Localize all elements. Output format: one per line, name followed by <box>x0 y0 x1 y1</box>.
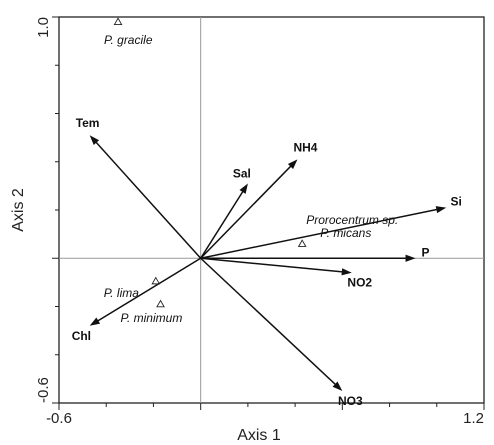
species-label-p-micans: P. micans <box>320 226 371 240</box>
vector-arrowhead-nh4 <box>287 159 298 170</box>
vector-line-no3 <box>200 257 340 389</box>
y-tick-label-max: 1.0 <box>35 17 52 38</box>
vector-label-chl: Chl <box>72 329 91 343</box>
vector-label-p: P <box>422 245 430 259</box>
y-axis-title: Axis 2 <box>10 188 27 232</box>
vector-line-sal <box>200 186 247 259</box>
species-label-p-lima: P. lima <box>104 286 139 300</box>
y-tick-label-min: -0.6 <box>35 377 52 403</box>
vector-label-no3: NO3 <box>338 394 363 408</box>
species-marker-p-lima <box>151 276 161 285</box>
species-label-p-gracile: P. gracile <box>104 33 153 47</box>
vector-arrowhead-p <box>405 254 416 262</box>
vector-arrowhead-chl <box>89 317 101 326</box>
vector-line-nh4 <box>200 161 296 259</box>
species-marker-prorocentrum-sp <box>297 239 307 247</box>
vector-line-no2 <box>200 257 348 274</box>
vector-arrowhead-no2 <box>341 268 352 276</box>
vector-label-si: Si <box>451 195 462 209</box>
axis-ticks <box>52 16 485 410</box>
vector-label-no2: NO2 <box>347 276 372 290</box>
vector-arrowhead-tem <box>89 135 100 146</box>
plot-frame <box>58 16 485 404</box>
species-label-prorocentrum-sp: Prorocentrum sp. <box>306 213 398 227</box>
vector-label-tem: Tem <box>76 116 100 130</box>
vector-line-tem <box>91 137 202 259</box>
x-axis-title: Axis 1 <box>237 427 281 444</box>
x-tick-label-min: -0.6 <box>46 410 72 427</box>
vector-arrowhead-no3 <box>332 381 343 391</box>
species-label-p-minimum: P. minimum <box>121 311 183 325</box>
vector-label-nh4: NH4 <box>293 140 317 154</box>
vector-label-sal: Sal <box>233 166 251 180</box>
x-tick-label-max: 1.2 <box>463 410 484 427</box>
environmental-vectors: Tem Sal NH4 Si P NO2 NO3 Chl <box>72 116 462 408</box>
vector-line-si <box>200 207 443 259</box>
vector-arrowhead-sal <box>239 183 248 194</box>
vector-line-chl <box>92 257 202 325</box>
species-marker-p-gracile <box>113 17 123 25</box>
species-points: P. gracile Prorocentrum sp.P. micans P. li… <box>104 17 398 325</box>
species-marker-p-minimum <box>156 299 165 308</box>
vector-arrowhead-si <box>435 206 447 214</box>
